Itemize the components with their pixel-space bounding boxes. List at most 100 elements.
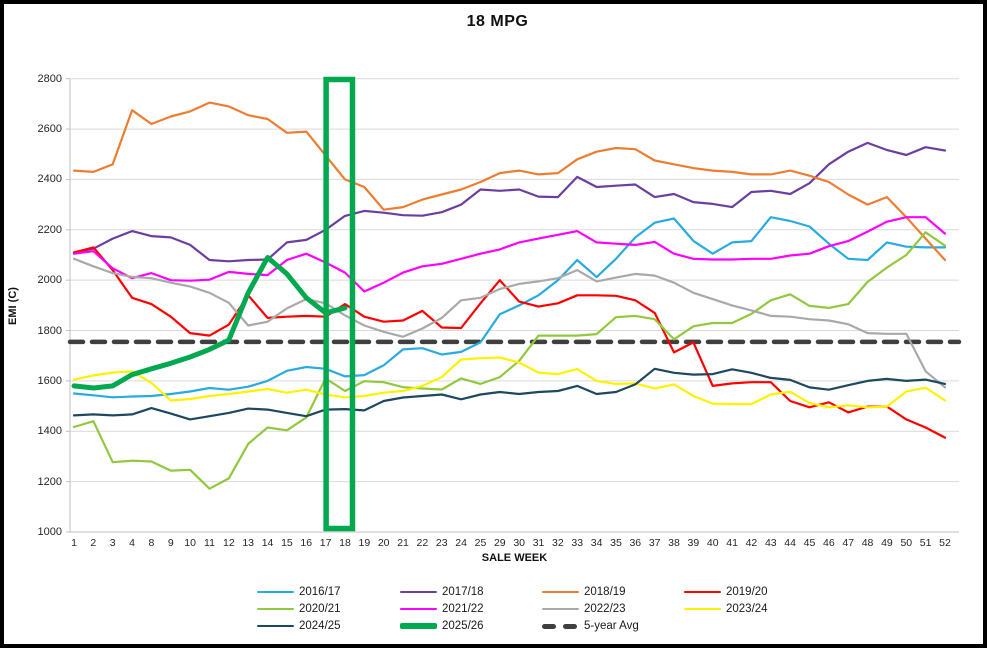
series-line-2017-18 <box>72 141 947 263</box>
legend-item-2018-19: 2018/19 <box>542 585 626 600</box>
x-tick-label: 25 <box>474 537 487 549</box>
x-tick-label: 46 <box>823 537 835 549</box>
x-tick-label: 50 <box>900 537 913 549</box>
legend-swatch <box>400 590 437 594</box>
y-tick-label: 2200 <box>37 223 62 236</box>
legend-swatch <box>257 590 294 594</box>
legend-swatch <box>257 624 294 628</box>
series-line-2018-19 <box>72 101 947 262</box>
legend-item-2023-24: 2023/24 <box>684 602 768 617</box>
highlight-box-weeks-17-18 <box>323 76 356 532</box>
plot-area <box>66 76 962 533</box>
x-tick-label: 29 <box>493 537 506 549</box>
x-tick-label: 11 <box>204 537 215 549</box>
x-tick-label: 13 <box>242 537 255 549</box>
x-tick-label: 23 <box>435 537 448 549</box>
x-tick-label: 48 <box>861 537 874 549</box>
x-tick-label: 52 <box>939 537 951 549</box>
x-tick-label: 14 <box>261 537 274 549</box>
series-line-2024-25 <box>72 367 947 421</box>
chart-title: 18 MPG <box>466 13 529 30</box>
legend-swatch <box>542 590 579 594</box>
x-tick-label: 30 <box>513 537 526 549</box>
x-tick-label: 47 <box>842 537 855 549</box>
y-tick-label: 1600 <box>37 374 62 387</box>
y-tick-label: 2600 <box>37 123 62 136</box>
x-tick-label: 44 <box>784 537 796 549</box>
legend-item-2016-17: 2016/17 <box>257 585 341 600</box>
y-tick-label: 1400 <box>37 425 62 438</box>
x-tick-label: 43 <box>764 537 777 549</box>
legend-swatch <box>400 623 437 629</box>
y-tick-label: 2400 <box>37 173 62 186</box>
legend-swatch <box>684 590 721 594</box>
x-tick-label: 24 <box>455 537 467 549</box>
y-tick-label: 2800 <box>37 72 62 85</box>
x-tick-label: 1 <box>71 537 77 549</box>
legend-label: 2023/24 <box>726 603 768 615</box>
y-tick-label: 1000 <box>37 526 62 538</box>
legend-item-2019-20: 2019/20 <box>684 585 768 600</box>
y-tick-label: 1200 <box>37 475 62 488</box>
x-tick-label: 40 <box>706 537 719 549</box>
legend-label: 2018/19 <box>584 586 626 598</box>
legend-swatch <box>400 607 437 611</box>
x-tick-label: 10 <box>184 537 196 549</box>
x-tick-label: 36 <box>629 537 642 549</box>
x-tick-label: 41 <box>726 537 738 549</box>
legend-item-5-year Avg: 5-year Avg <box>542 619 639 634</box>
x-tick-label: 49 <box>881 537 893 549</box>
x-tick-label: 22 <box>416 537 429 549</box>
legend-label: 2025/26 <box>442 620 484 632</box>
x-tick-label: 31 <box>532 537 545 549</box>
legend-label: 2017/18 <box>442 586 484 598</box>
x-tick-label: 2 <box>90 537 97 549</box>
series-line-2021-22 <box>72 216 947 293</box>
legend-swatch <box>542 623 579 629</box>
legend-swatch <box>257 607 294 611</box>
legend-item-2017-18: 2017/18 <box>400 585 484 600</box>
series-line-2019-20 <box>72 246 947 439</box>
series-line-2020-21 <box>72 231 947 490</box>
y-axis-title: EMI (C) <box>7 287 19 325</box>
legend-label: 2019/20 <box>726 586 768 598</box>
legend-swatch <box>684 607 721 611</box>
x-tick-label: 19 <box>358 537 371 549</box>
legend-label: 2024/25 <box>299 620 341 632</box>
x-tick-label: 9 <box>167 537 174 549</box>
series-line-2023-24 <box>72 356 947 409</box>
x-axis-title: SALE WEEK <box>481 552 548 564</box>
x-tick-label: 35 <box>610 537 622 549</box>
x-tick-label: 12 <box>223 537 235 549</box>
legend-item-2022-23: 2022/23 <box>542 602 626 617</box>
dash-icon <box>542 623 556 629</box>
legend-label: 2020/21 <box>299 603 341 615</box>
legend-label: 5-year Avg <box>584 620 639 632</box>
legend-swatch <box>542 607 579 611</box>
legend-item-2025-26: 2025/26 <box>400 619 484 634</box>
x-tick-label: 33 <box>571 537 584 549</box>
x-tick-label: 18 <box>339 537 351 549</box>
series-line-2025-26 <box>71 255 348 391</box>
x-tick-label: 4 <box>129 537 135 549</box>
x-tick-label: 8 <box>148 537 155 549</box>
x-tick-label: 42 <box>745 537 758 549</box>
x-tick-label: 34 <box>590 537 603 549</box>
x-tick-label: 39 <box>687 537 700 549</box>
y-tick-label: 1800 <box>37 324 62 337</box>
dash-icon <box>563 623 577 629</box>
legend-item-2020-21: 2020/21 <box>257 602 341 617</box>
legend-item-2021-22: 2021/22 <box>400 602 484 617</box>
legend-label: 2022/23 <box>584 603 626 615</box>
x-tick-label: 17 <box>319 537 332 549</box>
x-tick-label: 3 <box>109 537 116 549</box>
legend-label: 2016/17 <box>299 586 341 598</box>
x-tick-label: 37 <box>648 537 661 549</box>
x-tick-label: 32 <box>552 537 564 549</box>
y-tick-label: 2000 <box>37 274 62 287</box>
x-tick-label: 20 <box>377 537 390 549</box>
x-tick-label: 45 <box>803 537 816 549</box>
x-tick-label: 15 <box>281 537 293 549</box>
x-tick-label: 38 <box>668 537 680 549</box>
